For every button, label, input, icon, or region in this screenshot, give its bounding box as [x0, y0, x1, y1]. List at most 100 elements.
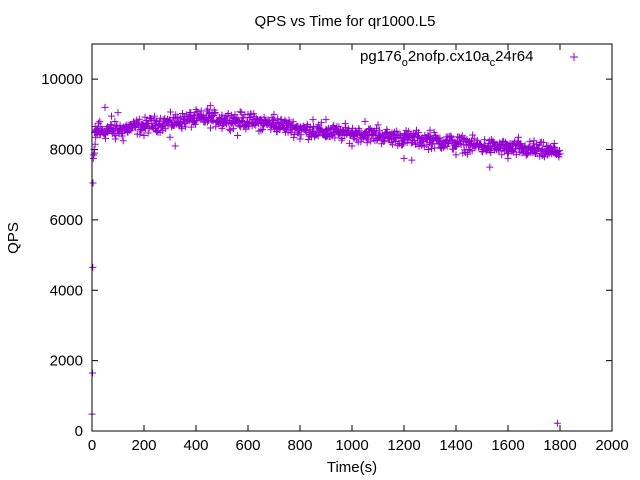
- data-point: [270, 110, 278, 118]
- data-point: [504, 154, 512, 162]
- legend-marker: [570, 53, 578, 61]
- data-point: [290, 131, 298, 139]
- data-point: [89, 263, 97, 271]
- data-point: [550, 139, 558, 147]
- data-point: [430, 128, 438, 136]
- data-point: [178, 124, 186, 132]
- data-point: [396, 132, 404, 140]
- data-point: [260, 113, 268, 121]
- data-point: [91, 140, 99, 148]
- data-point: [509, 140, 517, 148]
- data-point: [114, 109, 122, 117]
- data-point: [212, 123, 220, 131]
- data-point: [517, 140, 525, 148]
- data-point: [150, 112, 158, 120]
- data-point: [555, 146, 563, 154]
- x-tick-label: 1600: [491, 437, 524, 454]
- data-point: [259, 125, 267, 133]
- y-tick-label: 2000: [50, 353, 83, 370]
- data-point: [225, 125, 233, 133]
- legend-text-tail: 24r64: [495, 48, 533, 65]
- data-point: [348, 142, 356, 150]
- y-tick-label: 6000: [50, 212, 83, 229]
- data-point: [131, 123, 139, 131]
- x-tick-label: 1200: [387, 437, 420, 454]
- data-point: [250, 110, 258, 118]
- data-point: [218, 124, 226, 132]
- data-point: [549, 143, 557, 151]
- data-point: [544, 151, 552, 159]
- data-point: [344, 125, 352, 133]
- data-point: [206, 102, 214, 110]
- data-point: [290, 134, 298, 142]
- data-point: [274, 115, 282, 123]
- data-point: [526, 138, 534, 146]
- data-point: [452, 151, 460, 159]
- data-point: [234, 131, 242, 139]
- y-tick-label: 0: [75, 423, 83, 440]
- x-tick-label: 200: [131, 437, 156, 454]
- data-point: [355, 126, 363, 134]
- data-point: [436, 134, 444, 142]
- data-point: [256, 116, 264, 124]
- data-point: [365, 125, 373, 133]
- data-point: [424, 146, 432, 154]
- data-point: [387, 139, 395, 147]
- legend-text: pg176: [360, 48, 402, 65]
- data-point: [487, 148, 495, 156]
- data-point: [152, 128, 160, 136]
- data-point: [503, 150, 511, 158]
- data-point: [209, 116, 217, 124]
- data-point: [191, 120, 199, 128]
- data-point: [486, 163, 494, 171]
- data-point: [187, 123, 195, 131]
- data-point: [187, 109, 195, 117]
- data-point: [92, 133, 100, 141]
- data-point: [538, 146, 546, 154]
- data-point: [331, 134, 339, 142]
- data-point: [197, 112, 205, 120]
- x-tick-label: 2000: [595, 437, 628, 454]
- data-point: [171, 142, 179, 150]
- data-point: [553, 419, 561, 427]
- data-point: [317, 119, 325, 127]
- data-point: [102, 134, 110, 142]
- data-point: [306, 123, 314, 131]
- data-point: [92, 128, 100, 136]
- data-point: [338, 136, 346, 144]
- data-point: [250, 121, 258, 129]
- data-point: [204, 105, 212, 113]
- data-point: [524, 149, 532, 157]
- data-point: [465, 146, 473, 154]
- data-point: [285, 116, 293, 124]
- data-point: [236, 122, 244, 130]
- y-tick-label: 8000: [50, 142, 83, 159]
- data-point: [314, 132, 322, 140]
- data-point: [297, 131, 305, 139]
- x-tick-label: 1400: [439, 437, 472, 454]
- data-point: [400, 154, 408, 162]
- x-axis-label: Time(s): [327, 459, 377, 476]
- data-point: [514, 133, 522, 141]
- data-point: [257, 126, 265, 134]
- data-point: [429, 140, 437, 148]
- data-point: [380, 137, 388, 145]
- data-point: [108, 112, 115, 120]
- data-point: [287, 129, 295, 137]
- data-point: [434, 135, 442, 143]
- data-point: [193, 108, 201, 116]
- data-point: [237, 108, 245, 116]
- data-point: [393, 127, 401, 135]
- data-point: [271, 123, 279, 131]
- data-point: [224, 110, 232, 118]
- data-point: [90, 151, 98, 159]
- data-point: [552, 147, 560, 155]
- data-point: [322, 116, 330, 124]
- data-point: [207, 124, 215, 132]
- data-point: [119, 137, 127, 145]
- data-point: [96, 117, 104, 125]
- y-tick-label: 4000: [50, 282, 83, 299]
- data-point: [355, 124, 363, 132]
